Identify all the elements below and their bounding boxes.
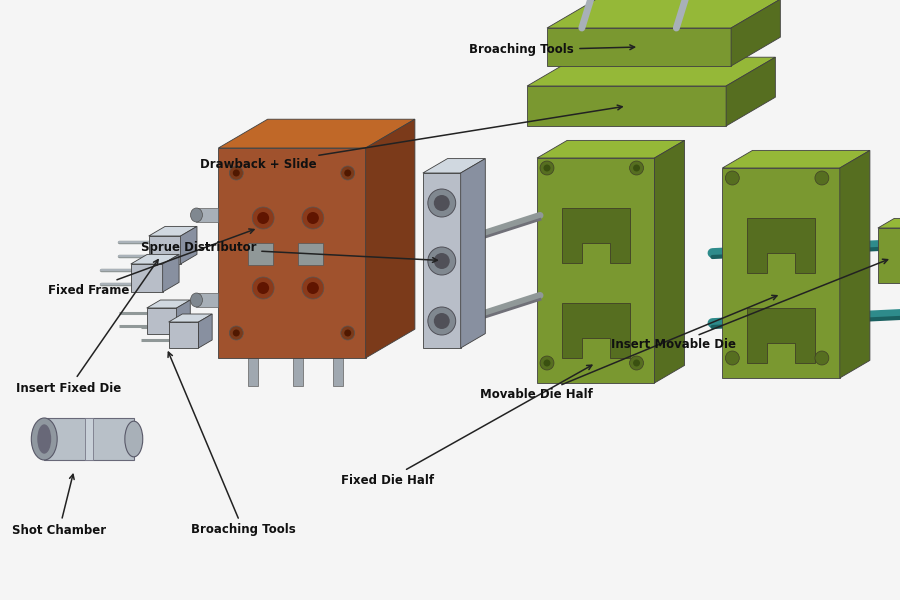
Polygon shape <box>181 226 197 264</box>
Circle shape <box>544 359 551 367</box>
Text: Shot Chamber: Shot Chamber <box>12 475 106 536</box>
Polygon shape <box>562 303 630 358</box>
Polygon shape <box>219 119 415 148</box>
Ellipse shape <box>37 424 51 454</box>
Polygon shape <box>168 314 212 322</box>
Polygon shape <box>219 148 365 358</box>
Text: Insert Fixed Die: Insert Fixed Die <box>16 260 158 395</box>
Polygon shape <box>878 228 900 283</box>
Polygon shape <box>148 226 197 236</box>
Polygon shape <box>248 358 258 386</box>
Circle shape <box>814 351 829 365</box>
Ellipse shape <box>32 418 58 460</box>
Text: Broaching Tools: Broaching Tools <box>168 352 295 536</box>
Polygon shape <box>461 158 485 348</box>
Circle shape <box>230 326 243 340</box>
Circle shape <box>428 189 455 217</box>
Polygon shape <box>547 0 780 28</box>
Circle shape <box>233 329 239 337</box>
Polygon shape <box>130 264 163 292</box>
Circle shape <box>630 161 644 175</box>
Circle shape <box>434 195 450 211</box>
Polygon shape <box>654 140 685 383</box>
Circle shape <box>725 351 739 365</box>
Polygon shape <box>196 293 219 307</box>
Circle shape <box>345 329 351 337</box>
Circle shape <box>630 356 644 370</box>
Polygon shape <box>723 168 840 378</box>
Polygon shape <box>147 308 176 334</box>
Polygon shape <box>196 208 219 222</box>
Polygon shape <box>527 86 726 126</box>
Polygon shape <box>562 208 630 263</box>
Polygon shape <box>333 358 343 386</box>
Polygon shape <box>168 322 199 348</box>
Text: Sprue Distributor: Sprue Distributor <box>140 241 437 262</box>
Text: Ejector Plate: Ejector Plate <box>0 599 1 600</box>
Ellipse shape <box>125 421 143 457</box>
Circle shape <box>540 356 554 370</box>
Polygon shape <box>199 314 212 348</box>
Circle shape <box>434 253 450 269</box>
Circle shape <box>544 164 551 172</box>
Polygon shape <box>840 151 870 378</box>
Polygon shape <box>527 57 776 86</box>
Polygon shape <box>747 218 814 273</box>
Polygon shape <box>878 218 900 228</box>
Circle shape <box>341 166 355 180</box>
Ellipse shape <box>191 293 202 307</box>
Circle shape <box>307 282 319 294</box>
Circle shape <box>302 207 324 229</box>
Circle shape <box>233 169 239 176</box>
Circle shape <box>257 212 269 224</box>
Polygon shape <box>130 254 179 264</box>
Polygon shape <box>85 418 94 460</box>
Circle shape <box>725 171 739 185</box>
Text: Broaching Tools: Broaching Tools <box>470 43 634 56</box>
Polygon shape <box>298 243 323 265</box>
Polygon shape <box>723 151 870 168</box>
Polygon shape <box>537 158 654 383</box>
Polygon shape <box>423 173 461 348</box>
Circle shape <box>345 169 351 176</box>
Text: Drawback + Slide: Drawback + Slide <box>200 105 622 172</box>
Circle shape <box>633 359 640 367</box>
Polygon shape <box>423 158 485 173</box>
Text: Fixed Frame: Fixed Frame <box>49 229 254 296</box>
Polygon shape <box>537 140 685 158</box>
Polygon shape <box>747 308 814 363</box>
Polygon shape <box>726 57 776 126</box>
Polygon shape <box>293 358 303 386</box>
Circle shape <box>540 161 554 175</box>
Circle shape <box>252 207 274 229</box>
Text: Fixed Die Half: Fixed Die Half <box>341 365 592 487</box>
Polygon shape <box>176 300 190 334</box>
Polygon shape <box>44 418 134 460</box>
Polygon shape <box>163 254 179 292</box>
Circle shape <box>307 212 319 224</box>
Circle shape <box>230 166 243 180</box>
Circle shape <box>252 277 274 299</box>
Circle shape <box>428 247 455 275</box>
Polygon shape <box>547 28 731 66</box>
Polygon shape <box>731 0 780 66</box>
Polygon shape <box>365 119 415 358</box>
Circle shape <box>428 307 455 335</box>
Polygon shape <box>147 300 190 308</box>
Circle shape <box>814 171 829 185</box>
Circle shape <box>302 277 324 299</box>
Text: Movable Die Half: Movable Die Half <box>481 295 777 401</box>
Circle shape <box>633 164 640 172</box>
Ellipse shape <box>191 208 202 222</box>
Polygon shape <box>248 243 273 265</box>
Circle shape <box>341 326 355 340</box>
Circle shape <box>434 313 450 329</box>
Polygon shape <box>148 236 181 264</box>
Text: Insert Movable Die: Insert Movable Die <box>610 259 887 352</box>
Text: Movable Frame: Movable Frame <box>0 599 1 600</box>
Circle shape <box>257 282 269 294</box>
